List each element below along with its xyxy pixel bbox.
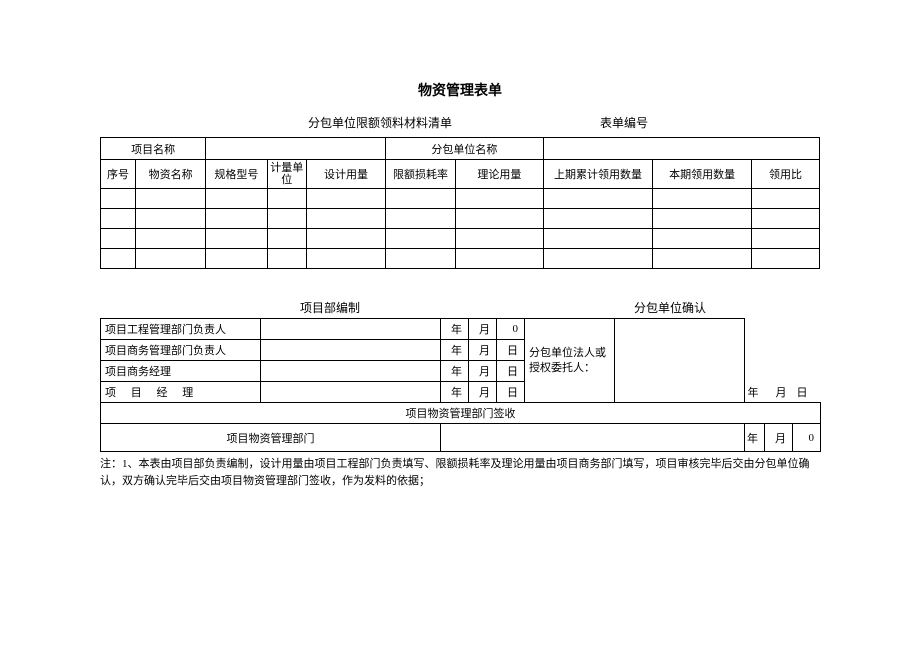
col-spec: 规格型号 <box>206 160 267 189</box>
sig-label-bizmgr: 项目商务经理 <box>101 361 261 382</box>
receipt-label: 项目物资管理部门 <box>101 424 441 452</box>
table-row <box>101 189 820 209</box>
sig-header-left: 项目部编制 <box>100 299 520 316</box>
date-d: 日 <box>497 382 525 403</box>
table-row <box>101 209 820 229</box>
date-y: 年 <box>441 361 469 382</box>
date-y: 年 <box>745 424 765 452</box>
subtitle: 分包单位限额领料材料清单 <box>100 114 600 131</box>
date-m: 月 <box>469 361 497 382</box>
main-table: 项目名称 分包单位名称 序号 物资名称 规格型号 计量单位 设计用量 限额损耗率… <box>100 137 820 269</box>
blank <box>765 319 793 382</box>
sig-header-row: 项目部编制 分包单位确认 <box>100 299 820 316</box>
receipt-header: 项目物资管理部门签收 <box>101 403 821 424</box>
date-d: 日 <box>497 361 525 382</box>
signature-block: 项目部编制 分包单位确认 项目工程管理部门负责人 年 月 0 <box>100 299 820 452</box>
col-loss-rate: 限额损耗率 <box>385 160 455 189</box>
signature-table: 项目工程管理部门负责人 年 月 0 分包单位法人或授权委托人： 项目商务管理部门… <box>100 318 821 452</box>
date-m: 月 <box>765 382 793 403</box>
date-y: 年 <box>441 319 469 340</box>
date-m: 月 <box>469 319 497 340</box>
sig-value-pm <box>261 382 441 403</box>
date-d: 日 <box>793 382 821 403</box>
form-number-label: 表单编号 <box>600 114 820 131</box>
receipt-header-row: 项目物资管理部门签收 <box>101 403 821 424</box>
date-0: 0 <box>793 424 821 452</box>
col-theory-qty: 理论用量 <box>456 160 544 189</box>
sig-value-biz <box>261 340 441 361</box>
subcontractor-label: 分包单位名称 <box>385 138 543 160</box>
date-y: 年 <box>441 340 469 361</box>
date-y: 年 <box>745 382 765 403</box>
col-material: 物资名称 <box>136 160 206 189</box>
header-row: 序号 物资名称 规格型号 计量单位 设计用量 限额损耗率 理论用量 上期累计领用… <box>101 160 820 189</box>
table-row <box>101 249 820 269</box>
date-m: 月 <box>469 340 497 361</box>
blank <box>745 319 765 382</box>
sig-header-right: 分包单位确认 <box>520 299 820 316</box>
sig-value-bizmgr <box>261 361 441 382</box>
date-m: 月 <box>469 382 497 403</box>
page-title: 物资管理表单 <box>100 80 820 100</box>
col-prev-cum: 上期累计领用数量 <box>543 160 653 189</box>
col-design-qty: 设计用量 <box>307 160 386 189</box>
col-seq: 序号 <box>101 160 136 189</box>
sig-label-biz: 项目商务管理部门负责人 <box>101 340 261 361</box>
subcontractor-value <box>543 138 819 160</box>
date-d: 日 <box>497 340 525 361</box>
project-name-value <box>206 138 386 160</box>
sig-row-1: 项目工程管理部门负责人 年 月 0 分包单位法人或授权委托人： <box>101 319 821 340</box>
project-row: 项目名称 分包单位名称 <box>101 138 820 160</box>
table-row <box>101 229 820 249</box>
col-this-qty: 本期领用数量 <box>653 160 752 189</box>
receipt-value <box>441 424 745 452</box>
sig-value-eng <box>261 319 441 340</box>
project-name-label: 项目名称 <box>101 138 206 160</box>
legal-value <box>615 319 745 403</box>
sig-label-pm: 项 目 经 理 <box>101 382 261 403</box>
footnote: 注：1、本表由项目部负责编制，设计用量由项目工程部门负责填写、限额损耗率及理论用… <box>100 456 820 489</box>
sig-label-eng: 项目工程管理部门负责人 <box>101 319 261 340</box>
date-y: 年 <box>441 382 469 403</box>
blank <box>793 319 821 382</box>
col-ratio: 领用比 <box>751 160 819 189</box>
col-unit: 计量单位 <box>267 160 306 189</box>
date-m: 月 <box>765 424 793 452</box>
date-0: 0 <box>497 319 525 340</box>
receipt-row: 项目物资管理部门 年 月 0 <box>101 424 821 452</box>
subtitle-row: 分包单位限额领料材料清单 表单编号 <box>100 114 820 131</box>
legal-label: 分包单位法人或授权委托人： <box>525 319 615 403</box>
